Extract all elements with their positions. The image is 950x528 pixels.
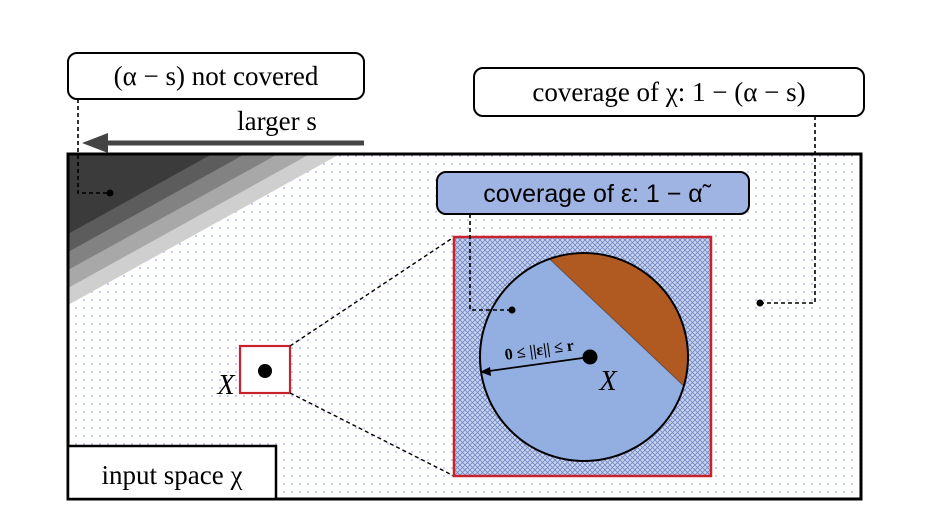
coverage-eps-label: coverage of ε: 1 − α̃ xyxy=(483,180,711,208)
not-covered-region xyxy=(68,154,340,305)
not-covered-leader-dot xyxy=(106,189,114,197)
not-covered-label-box xyxy=(67,52,365,100)
point-x-left xyxy=(258,364,272,378)
input-space-label: input space χ xyxy=(102,460,243,490)
shade-band-darkest xyxy=(68,154,212,234)
point-x-center-label: X xyxy=(598,366,617,397)
coverage-chi-leader-dot xyxy=(756,299,764,307)
larger-s-label: larger s xyxy=(237,106,317,136)
slice-boundary xyxy=(539,253,688,391)
larger-s-arrow xyxy=(82,133,364,153)
input-space-label-box xyxy=(66,444,278,501)
coverage-eps-box xyxy=(436,171,750,215)
coverage-eps-leader xyxy=(469,214,512,311)
not-covered-label: (α − s) not covered xyxy=(114,61,319,91)
coverage-eps-leader-dot xyxy=(508,306,516,314)
coverage-chi-box xyxy=(473,67,865,117)
uncovered-slice xyxy=(540,253,688,400)
point-x-center xyxy=(582,349,598,365)
radius-line xyxy=(481,356,591,373)
point-x-left-label: X xyxy=(216,370,235,401)
coverage-chi-label: coverage of χ: 1 − (α − s) xyxy=(532,77,805,107)
zoom-line-top xyxy=(289,236,455,347)
zoom-line-bottom xyxy=(289,392,455,477)
not-covered-leader xyxy=(77,99,110,194)
